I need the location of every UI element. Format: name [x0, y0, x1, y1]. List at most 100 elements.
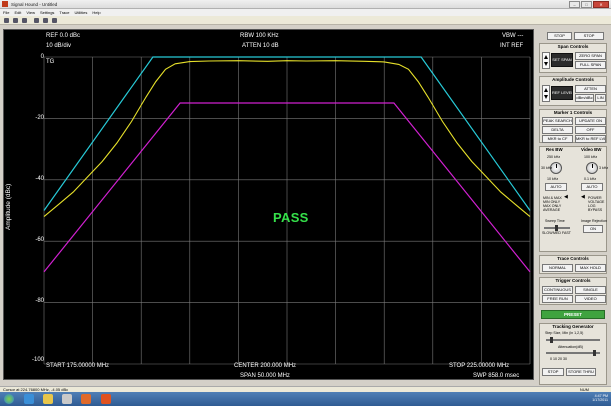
- top-stop-button-1[interactable]: STOP: [547, 32, 572, 40]
- rbw-title: Res BW: [546, 147, 563, 152]
- mkr-to-cf-button[interactable]: MKR to CF: [542, 135, 573, 143]
- zero-span-button[interactable]: ZERO SPAN: [575, 52, 606, 60]
- tg-stop-button[interactable]: STOP: [542, 368, 564, 376]
- attenuation-slider[interactable]: [546, 352, 600, 354]
- tracking-generator: Tracking Generator Step Size, Min (in 1,…: [539, 323, 607, 385]
- close-button[interactable]: ✕: [593, 1, 609, 8]
- firefox-icon[interactable]: [81, 394, 91, 404]
- attenuation-thumb[interactable]: [593, 350, 596, 356]
- span-controls: Span Controls SET SPAN ZERO SPAN FULL SP…: [539, 43, 607, 73]
- ref-level-label: REF 0.0 dBc: [46, 33, 81, 39]
- single-button[interactable]: SINGLE: [575, 286, 606, 294]
- arrow-up-icon[interactable]: [544, 88, 548, 92]
- spectrum-svg: [43, 56, 531, 365]
- new-file-icon[interactable]: [2, 17, 10, 24]
- arrow-down-icon[interactable]: [544, 62, 548, 66]
- amplitude-arrows[interactable]: [542, 85, 550, 102]
- taskbar: 4:47 PM 1/17/2011: [0, 392, 611, 406]
- video-bypass[interactable]: BYPASS: [588, 208, 603, 212]
- toolbar: [0, 16, 611, 25]
- trace-controls-title: Trace Controls: [557, 256, 589, 261]
- menu-view[interactable]: View: [26, 10, 35, 15]
- step-size-thumb[interactable]: [550, 337, 553, 343]
- lower-limit-line: [43, 102, 531, 273]
- minimize-button[interactable]: –: [569, 1, 580, 8]
- vbw-knob-icon[interactable]: [586, 162, 598, 174]
- peak-search-button[interactable]: PEAK SEARCH: [542, 117, 573, 125]
- preset-button[interactable]: PRESET: [541, 310, 605, 319]
- set-span-button[interactable]: SET SPAN: [551, 53, 573, 67]
- detect-max-only[interactable]: MAX ONLY: [543, 204, 562, 208]
- mkr-to-ref-button[interactable]: MKR to REF LVL: [575, 135, 606, 143]
- sweep-time-label: SWP 858.0 msec: [473, 373, 520, 379]
- start-button-icon[interactable]: [4, 394, 14, 404]
- atten-button[interactable]: ATTEN: [575, 85, 606, 93]
- arrow-up-icon[interactable]: [544, 55, 548, 59]
- max-hold-button[interactable]: MAX HOLD: [575, 264, 606, 272]
- vbw-top-value: 100 kHz: [584, 155, 598, 159]
- detect-average[interactable]: AVERAGE: [543, 208, 561, 212]
- attenuation-scale: 0 10 20 30: [550, 357, 567, 361]
- store-thru-button[interactable]: STORE THRU: [566, 368, 596, 376]
- menu-file[interactable]: File: [3, 10, 10, 15]
- rbw-auto-button[interactable]: AUTO: [545, 183, 567, 191]
- units-button[interactable]: dBm/dBc: [575, 94, 594, 102]
- video-trigger-button[interactable]: VIDEO: [575, 295, 606, 303]
- normal-trace-button[interactable]: NORMAL: [542, 264, 573, 272]
- ytick-40: -40: [35, 176, 44, 182]
- start-freq-label: START 175.00000 MHz: [46, 363, 110, 369]
- video-selector-icon[interactable]: ◀: [581, 194, 585, 200]
- print-icon[interactable]: [32, 17, 40, 24]
- rbw-knob-icon[interactable]: [550, 162, 562, 174]
- media-icon[interactable]: [62, 394, 72, 404]
- scale-label: 10 dB/div: [46, 43, 72, 49]
- lin-button[interactable]: LIN: [595, 94, 606, 102]
- clock-date: 1/17/2011: [592, 398, 608, 402]
- detect-min-only[interactable]: MIN ONLY: [543, 200, 561, 204]
- delta-button[interactable]: DELTA: [542, 126, 573, 134]
- free-run-button[interactable]: FREE RUN: [542, 295, 573, 303]
- menu-settings[interactable]: Settings: [39, 10, 55, 15]
- detector-selector-icon[interactable]: ◀: [564, 194, 568, 200]
- marker-off-button[interactable]: OFF: [575, 126, 606, 134]
- signal-hound-task-icon[interactable]: [101, 394, 111, 404]
- control-panel: STOP STOP Span Controls SET SPAN ZERO SP…: [537, 29, 611, 386]
- trigger-controls-title: Trigger Controls: [555, 278, 591, 283]
- maximize-button[interactable]: □: [581, 1, 592, 8]
- vbw-mid-value: 3 kHz: [599, 166, 609, 170]
- full-span-button[interactable]: FULL SPAN: [575, 61, 606, 69]
- save-file-icon[interactable]: [20, 17, 28, 24]
- arrow-down-icon[interactable]: [544, 95, 548, 99]
- help-icon[interactable]: [50, 17, 58, 24]
- image-rejection-title: Image Rejection: [581, 219, 607, 223]
- menu-help[interactable]: Help: [92, 10, 101, 15]
- menu-edit[interactable]: Edit: [14, 10, 22, 15]
- span-label: SPAN 50.000 MHz: [240, 373, 290, 379]
- ie-icon[interactable]: [24, 394, 34, 404]
- spectrum-plot[interactable]: REF 0.0 dBc 10 dB/div TG RBW 100 KHz ATT…: [3, 29, 534, 380]
- open-file-icon[interactable]: [11, 17, 19, 24]
- folder-icon[interactable]: [43, 394, 53, 404]
- top-stop-button-2[interactable]: STOP: [574, 32, 604, 40]
- detect-min-max[interactable]: MIN & MAX: [543, 196, 562, 200]
- bandwidth-controls: Res BW Video BW 250 kHz 100 kHz 30 kHz 3…: [539, 146, 609, 252]
- step-size-slider[interactable]: [546, 339, 600, 341]
- update-on-button[interactable]: UPDATE ON: [575, 117, 606, 125]
- continuous-button[interactable]: CONTINUOUS: [542, 286, 573, 294]
- upper-limit-line: [43, 56, 531, 211]
- vbw-auto-button[interactable]: AUTO: [581, 183, 603, 191]
- menu-utilities[interactable]: Utilities: [74, 10, 88, 15]
- ytick-20: -20: [35, 115, 44, 121]
- ref-level-button[interactable]: REF LEVEL: [551, 86, 573, 100]
- status-bar: Cursor at 224.76800 MHz, -4.05 dBc NUM: [0, 386, 611, 392]
- ytick-80: -80: [35, 298, 44, 304]
- span-arrows[interactable]: [542, 52, 550, 69]
- sweep-time-thumb[interactable]: [555, 225, 558, 231]
- video-log[interactable]: LOG: [588, 204, 596, 208]
- copy-icon[interactable]: [41, 17, 49, 24]
- video-power[interactable]: POWER: [588, 196, 602, 200]
- tracking-generator-title: Tracking Generator: [552, 324, 594, 329]
- menu-trace[interactable]: Trace: [59, 10, 70, 15]
- video-voltage[interactable]: VOLTAGE: [588, 200, 605, 204]
- image-rejection-on-button[interactable]: ON: [583, 225, 603, 233]
